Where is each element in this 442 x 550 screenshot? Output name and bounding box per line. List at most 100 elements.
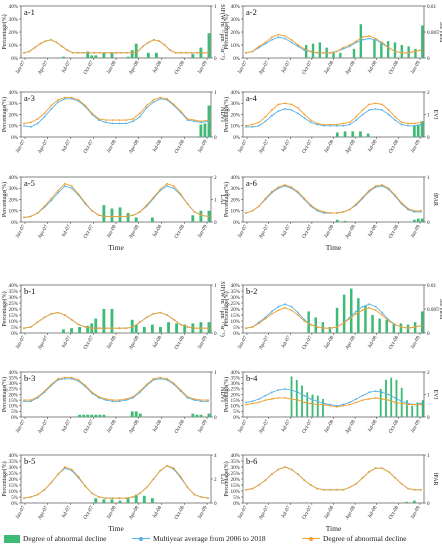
- orange-series-point: [201, 51, 204, 54]
- orange-series-point: [159, 311, 162, 314]
- orange-series-point: [251, 209, 254, 212]
- bar: [311, 394, 314, 417]
- orange-series-point: [173, 382, 175, 385]
- orange-series-point: [283, 102, 286, 105]
- y-tick-label: 0%: [233, 56, 241, 62]
- y-right-tick-label: 2: [214, 175, 217, 181]
- orange-series-point: [290, 186, 293, 189]
- blue-series-point: [290, 41, 293, 44]
- blue-series-point: [271, 38, 273, 41]
- orange-series-point: [296, 473, 299, 476]
- x-tick-label: Jan-09: [197, 335, 209, 350]
- y-tick-label: 25%: [230, 301, 240, 307]
- orange-series-point: [348, 121, 351, 124]
- y-tick-label: 5%: [11, 325, 19, 331]
- blue-series-point: [381, 311, 384, 314]
- orange-series-point: [98, 214, 100, 217]
- orange-series-point: [413, 326, 416, 328]
- panel-label: a-3: [24, 93, 35, 103]
- blue-series-point: [145, 106, 148, 109]
- y-axis-label: Percentage(%): [1, 461, 8, 496]
- blue-series-line: [24, 378, 208, 402]
- bar: [195, 414, 199, 417]
- y-tick-label: 30%: [8, 465, 18, 471]
- y-tick-label: 10%: [230, 209, 240, 215]
- bar: [413, 125, 416, 137]
- plot-area: [242, 91, 425, 138]
- orange-series-point: [63, 182, 66, 185]
- panel-b-1: 0%5%10%15%20%25%30%35%40% 0 1 Percentage(%)…: [1, 281, 226, 351]
- orange-series-point: [145, 204, 148, 207]
- x-tick-label: Jan-07: [15, 224, 27, 239]
- blue-series-point: [348, 123, 351, 126]
- legend-orange-label: Degree of abnormal decline: [323, 534, 407, 543]
- y-tick-label: 0%: [233, 135, 241, 141]
- orange-series-point: [84, 104, 87, 107]
- orange-series-point: [166, 182, 169, 185]
- orange-series-point: [138, 210, 141, 213]
- orange-series-point: [57, 189, 59, 192]
- orange-series-point: [355, 203, 358, 205]
- y-tick-label: 40%: [8, 175, 18, 181]
- blue-series-point: [348, 45, 351, 48]
- orange-series-point: [400, 326, 403, 328]
- x-tick-label: Jan-09: [410, 335, 422, 350]
- orange-series-point: [355, 40, 358, 42]
- blue-series-point: [258, 398, 260, 400]
- y-right-axis-label: SIF(W m⁻²·μm⁻¹·sr⁻¹): [219, 4, 226, 60]
- orange-series-point: [152, 98, 155, 101]
- x-tick-label: Jul-07: [280, 335, 292, 350]
- orange-series-point: [93, 51, 96, 54]
- orange-series-point: [400, 482, 403, 485]
- orange-series-point: [329, 51, 332, 54]
- blue-series-point: [173, 187, 175, 190]
- orange-series-point: [91, 391, 94, 394]
- orange-series-point: [361, 399, 364, 402]
- x-tick-label: Jan-08: [323, 139, 335, 154]
- y-tick-label: 0%: [11, 56, 19, 62]
- bar: [322, 399, 324, 417]
- orange-series-point: [57, 377, 59, 380]
- orange-series-point: [169, 49, 172, 52]
- bar: [126, 56, 130, 58]
- orange-series-point: [296, 399, 299, 402]
- blue-series-point: [104, 121, 107, 124]
- blue-series-line: [246, 108, 422, 128]
- bar: [94, 318, 98, 333]
- orange-series-point: [355, 312, 358, 315]
- legend-bar-swatch: [4, 534, 20, 543]
- x-tick-label: Oct-07: [301, 224, 314, 240]
- y-tick-label: 40%: [8, 90, 18, 96]
- blue-series-point: [296, 391, 299, 394]
- orange-series-point: [303, 401, 306, 404]
- blue-series-point: [368, 303, 371, 306]
- orange-series-point: [136, 50, 139, 53]
- y-right-tick-label: 2: [427, 370, 430, 376]
- y-right-axis-label: SIFyield: [438, 299, 442, 320]
- orange-series-point: [82, 51, 85, 54]
- bar: [94, 55, 98, 58]
- bar: [386, 41, 390, 58]
- blue-series-point: [290, 389, 293, 391]
- x-tick-label: Jan-08: [106, 419, 118, 434]
- y-tick-label: 10%: [8, 209, 18, 215]
- blue-series-point: [36, 122, 39, 125]
- y-tick-label: 35%: [230, 459, 240, 465]
- bar: [82, 414, 86, 417]
- y-tick-label: 30%: [230, 101, 240, 107]
- x-tick-label: Jul-07: [61, 139, 73, 154]
- x-tick-label: Jul-08: [367, 139, 379, 154]
- bar: [328, 327, 332, 333]
- orange-series-point: [394, 50, 396, 53]
- orange-series-point: [329, 212, 332, 214]
- orange-series-point: [118, 215, 121, 218]
- panel-b-6: 0%5%10%15%20%25%30%35%40% 0 1 Percentage(%)…: [223, 453, 439, 533]
- orange-series-point: [420, 121, 422, 124]
- blue-series-point: [125, 122, 128, 125]
- x-tick-label: Apr-07: [37, 60, 50, 76]
- y-tick-label: 25%: [8, 301, 18, 307]
- orange-series-point: [342, 46, 345, 49]
- orange-series-point: [420, 324, 422, 327]
- orange-series-point: [290, 309, 293, 312]
- panel-label: a-6: [246, 178, 257, 188]
